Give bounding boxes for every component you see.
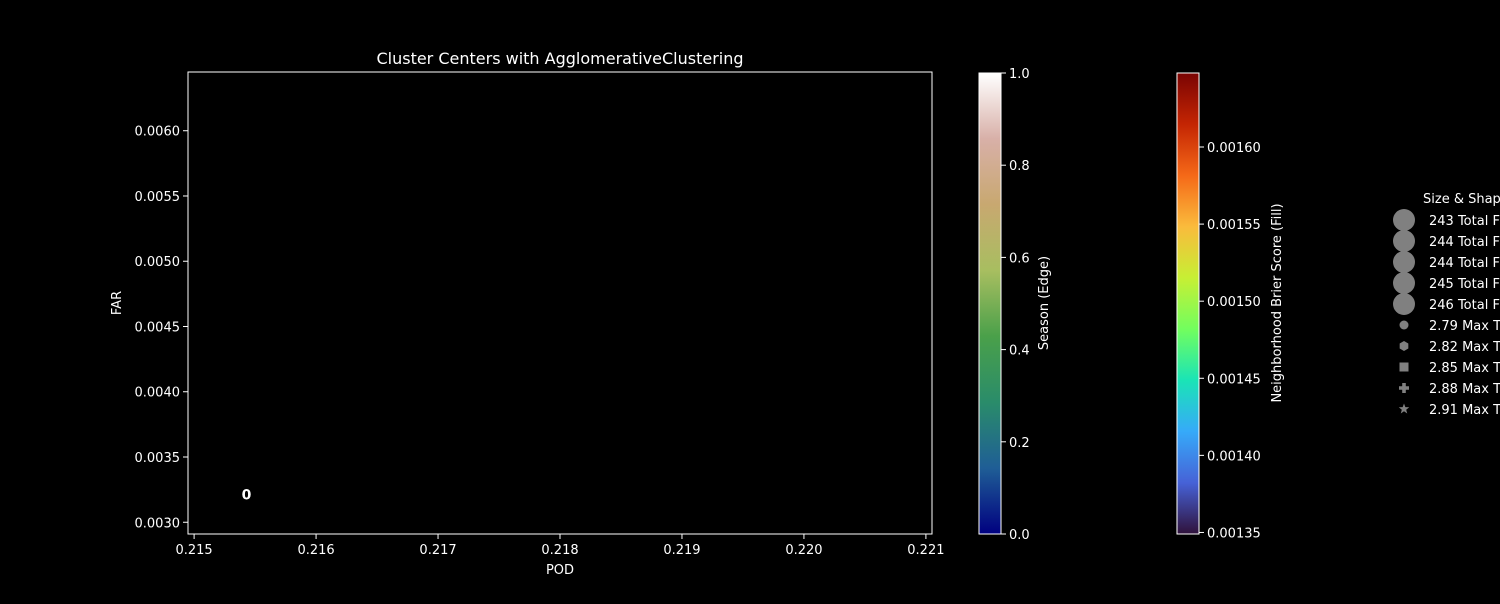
colorbar-tick-label: 0.00155 — [1207, 218, 1261, 233]
data-points: 0 — [242, 488, 252, 504]
y-tick-label: 0.0060 — [135, 125, 181, 140]
hexagon-marker-icon — [1399, 341, 1409, 351]
season-colorbar-label: Season (Edge) — [1037, 256, 1052, 350]
circle-marker-icon — [1399, 320, 1409, 330]
legend-entry-label: 245 Total F — [1429, 277, 1500, 292]
legend-entry-label: 2.85 Max T — [1429, 361, 1500, 376]
y-tick-label: 0.0030 — [135, 516, 181, 531]
x-tick-label: 0.221 — [907, 543, 944, 558]
x-tick-label: 0.216 — [297, 543, 334, 558]
x-tick-label: 0.219 — [663, 543, 700, 558]
x-tick-label: 0.218 — [541, 543, 578, 558]
circle-marker-icon — [1393, 293, 1415, 315]
colorbar-tick-label: 1.0 — [1009, 67, 1030, 82]
legend-entry-label: 243 Total F — [1429, 214, 1500, 229]
colorbar-tick-label: 0.8 — [1009, 159, 1030, 174]
colorbar-tick-label: 0.00160 — [1207, 141, 1261, 156]
colorbar-tick-label: 0.00145 — [1207, 372, 1261, 387]
legend-entry-label: 2.79 Max T — [1429, 319, 1500, 334]
plus-marker-icon — [1399, 383, 1409, 394]
circle-marker-icon — [1393, 209, 1415, 231]
colorbar-tick-label: 0.0 — [1009, 528, 1030, 543]
y-tick-label: 0.0040 — [135, 386, 181, 401]
legend-entry-label: 2.82 Max T — [1429, 340, 1500, 355]
x-tick-label: 0.215 — [175, 543, 212, 558]
circle-marker-icon — [1393, 230, 1415, 252]
brier-colorbar-ticks: 0.00135 0.00140 0.00145 0.00150 0.00155 0.001… — [1199, 141, 1261, 541]
brier-colorbar — [1176, 72, 1200, 535]
star-marker-icon — [1398, 403, 1410, 414]
x-tick-label: 0.217 — [419, 543, 456, 558]
colorbar-tick-label: 0.4 — [1009, 344, 1030, 359]
y-tick-label: 0.0035 — [135, 451, 181, 466]
legend-entry-label: 2.91 Max T — [1429, 403, 1500, 418]
chart-title: Cluster Centers with AgglomerativeCluste… — [376, 49, 743, 68]
x-tick-label: 0.220 — [785, 543, 822, 558]
season-colorbar — [978, 72, 1002, 535]
plot-area — [187, 71, 933, 535]
x-axis-label: POD — [546, 563, 574, 578]
colorbar-tick-label: 0.00135 — [1207, 526, 1261, 541]
colorbar-tick-label: 0.00140 — [1207, 449, 1261, 464]
colorbar-tick-label: 0.00150 — [1207, 295, 1261, 310]
colorbar-tick-label: 0.6 — [1009, 251, 1030, 266]
legend-entry-label: 246 Total F — [1429, 298, 1500, 313]
circle-marker-icon — [1393, 272, 1415, 294]
legend-entry-label: 2.88 Max T — [1429, 382, 1500, 397]
legend-entry-label: 244 Total F — [1429, 256, 1500, 271]
season-colorbar-ticks: 0.0 0.2 0.4 0.6 0.8 1.0 — [1001, 67, 1030, 543]
y-tick-label: 0.0050 — [135, 255, 181, 270]
x-axis-ticks: 0.215 0.216 0.217 0.218 0.219 0.220 0.221 — [175, 534, 945, 558]
cluster-center-label: 0 — [242, 488, 252, 504]
legend: 243 Total F 244 Total F 244 Total F 245 Tot… — [1393, 209, 1500, 418]
y-tick-label: 0.0045 — [135, 320, 181, 335]
brier-colorbar-label: Neighborhood Brier Score (Fill) — [1270, 203, 1285, 402]
y-axis-label: FAR — [110, 291, 125, 315]
y-axis-ticks: 0.0030 0.0035 0.0040 0.0045 0.0050 0.0055 0.00… — [135, 125, 188, 531]
circle-marker-icon — [1393, 251, 1415, 273]
square-marker-icon — [1399, 362, 1409, 372]
y-tick-label: 0.0055 — [135, 190, 181, 205]
legend-title: Size & Shape — [1423, 192, 1500, 207]
legend-entry-label: 244 Total F — [1429, 235, 1500, 250]
colorbar-tick-label: 0.2 — [1009, 436, 1030, 451]
